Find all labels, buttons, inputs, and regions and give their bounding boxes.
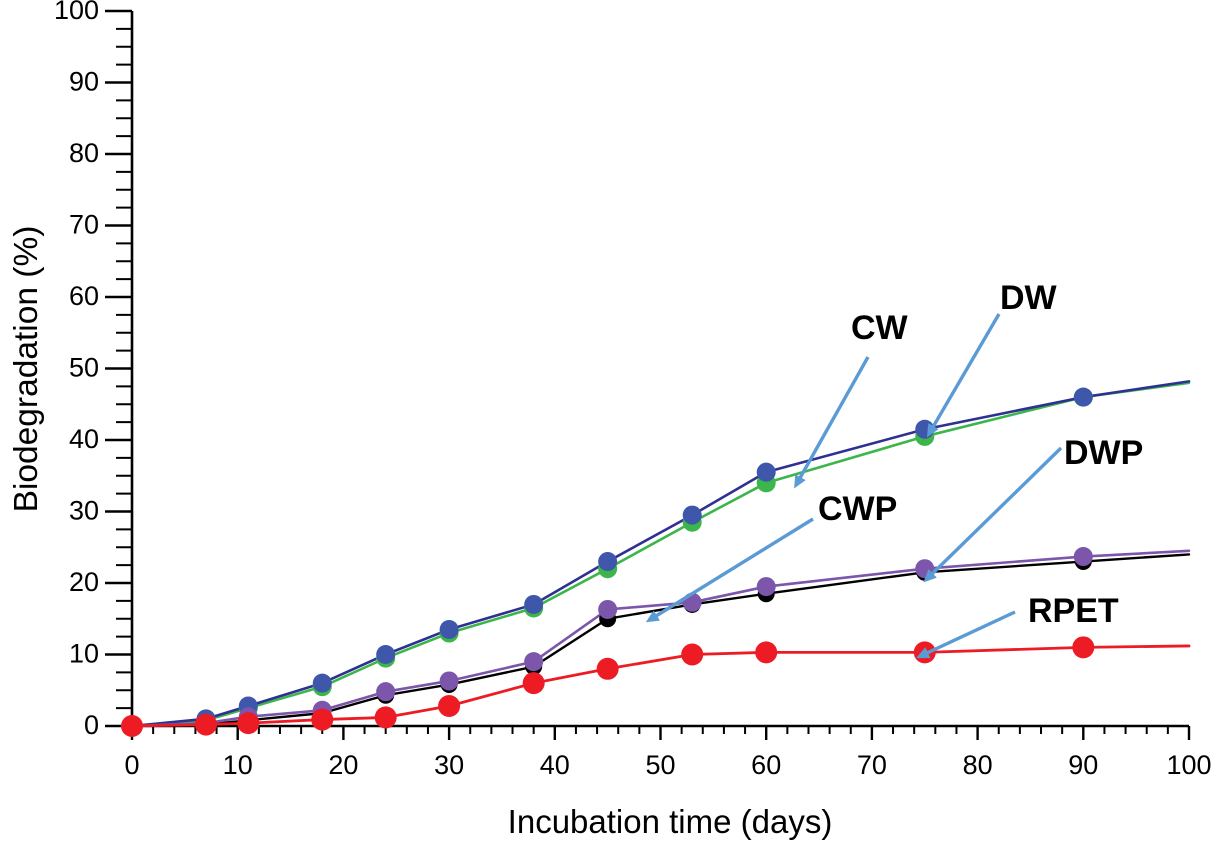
svg-text:30: 30 — [69, 496, 99, 526]
svg-text:Incubation time (days): Incubation time (days) — [508, 803, 833, 840]
svg-text:40: 40 — [69, 424, 99, 454]
svg-text:90: 90 — [69, 67, 99, 97]
svg-text:70: 70 — [69, 210, 99, 240]
svg-text:50: 50 — [69, 353, 99, 383]
svg-text:30: 30 — [434, 750, 464, 780]
svg-text:0: 0 — [84, 710, 99, 740]
svg-text:100: 100 — [1166, 750, 1211, 780]
svg-text:RPET: RPET — [1028, 592, 1119, 630]
svg-text:60: 60 — [69, 281, 99, 311]
svg-text:20: 20 — [328, 750, 358, 780]
svg-text:DWP: DWP — [1064, 434, 1143, 472]
svg-text:50: 50 — [645, 750, 675, 780]
svg-text:20: 20 — [69, 567, 99, 597]
svg-text:40: 40 — [540, 750, 570, 780]
svg-text:80: 80 — [69, 138, 99, 168]
svg-text:10: 10 — [223, 750, 253, 780]
svg-text:DW: DW — [1000, 279, 1058, 317]
svg-text:0: 0 — [124, 750, 139, 780]
svg-text:90: 90 — [1068, 750, 1098, 780]
svg-text:70: 70 — [857, 750, 887, 780]
svg-text:Biodegradation (%): Biodegradation (%) — [8, 226, 45, 513]
svg-text:80: 80 — [963, 750, 993, 780]
svg-text:10: 10 — [69, 639, 99, 669]
svg-text:CWP: CWP — [818, 490, 897, 528]
svg-text:60: 60 — [751, 750, 781, 780]
svg-text:CW: CW — [851, 309, 909, 347]
svg-text:100: 100 — [54, 0, 99, 25]
